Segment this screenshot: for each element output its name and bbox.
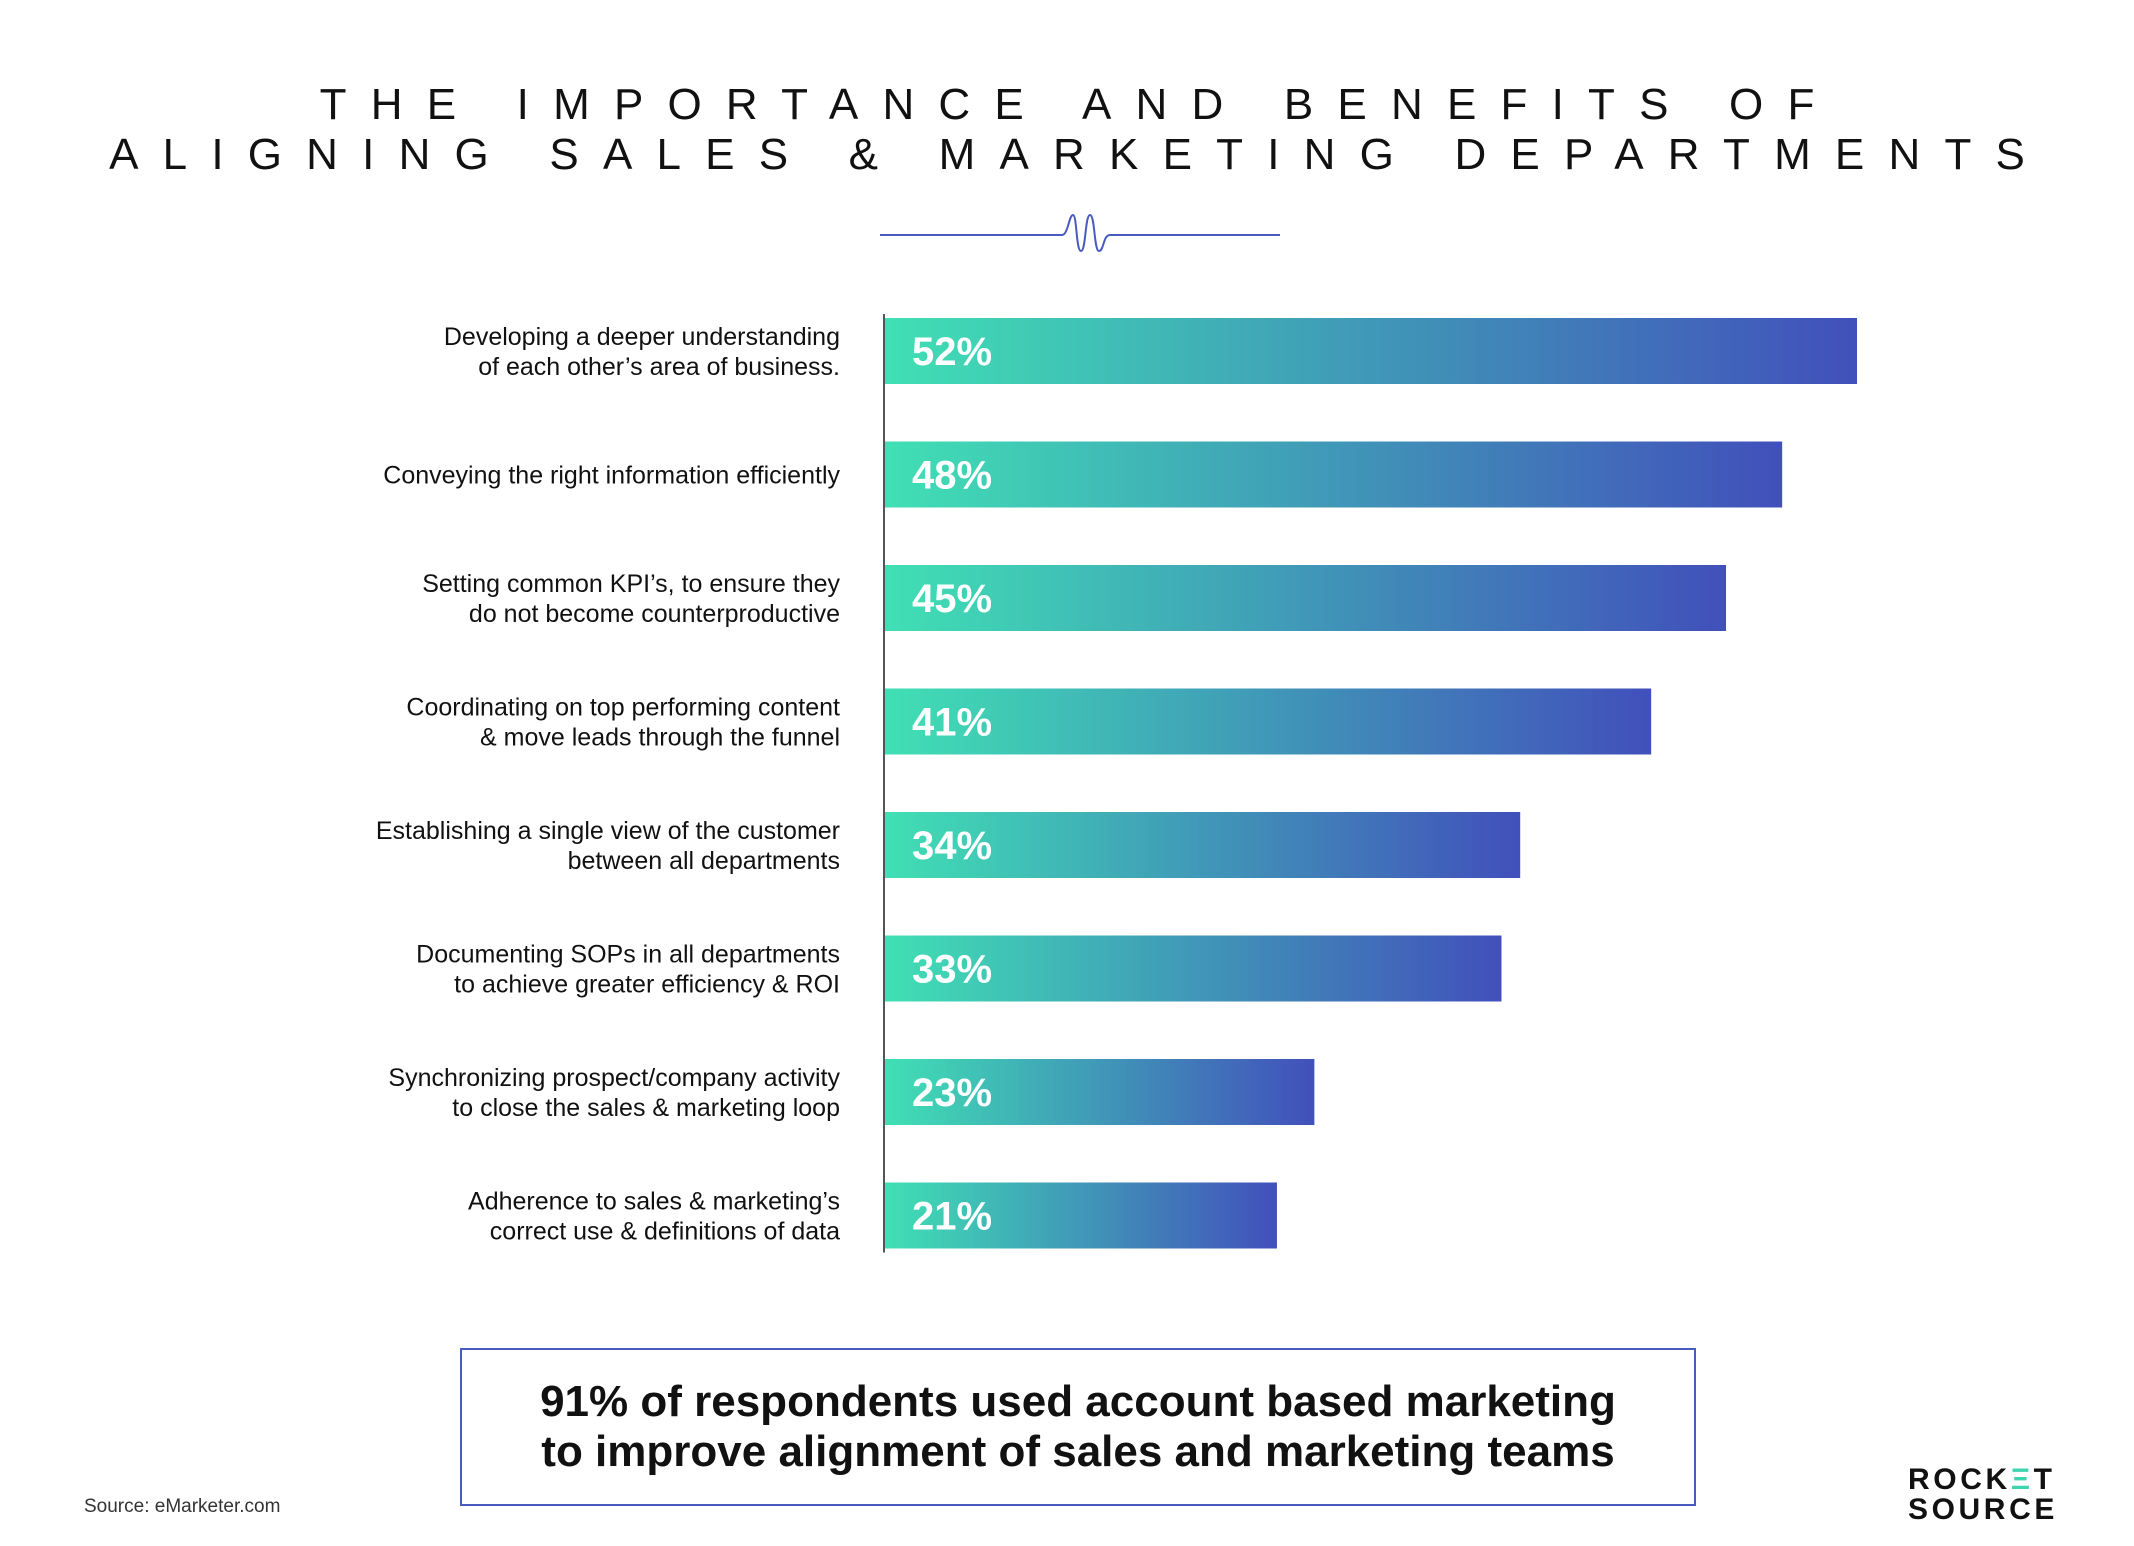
bar-1 [884,318,1857,384]
bar-2 [884,441,1783,508]
bar-3 [884,565,1727,631]
bar-value-label-8: 21% [912,1195,992,1239]
callout-box: 91% of respondents used account based ma… [460,1348,1696,1506]
category-label-6-line-2: to achieve greater efficiency & ROI [454,971,840,999]
category-label-4-line-1: Coordinating on top performing content [406,694,840,722]
bar-4 [884,688,1652,755]
category-label-5-line-1: Establishing a single view of the custom… [376,817,840,845]
logo-line-1: ROCKΞT [1908,1465,2058,1495]
category-label-5-line-2: between all departments [568,847,840,875]
logo-text-b: T [2033,1463,2056,1496]
callout-line-1: 91% of respondents used account based ma… [540,1377,1616,1426]
chart-title: THE IMPORTANCE AND BENEFITS OF ALIGNING … [0,80,2134,180]
category-label-1-line-1: Developing a deeper understanding [444,323,840,351]
logo-line-2: SOURCE [1908,1493,2058,1526]
category-label-4-line-2: & move leads through the funnel [480,724,840,752]
chart-title-line-2: ALIGNING SALES & MARKETING DEPARTMENTS [109,130,2050,179]
chart-title-line-1: THE IMPORTANCE AND BENEFITS OF [319,80,1839,129]
callout-line-2: to improve alignment of sales and market… [541,1427,1615,1476]
category-label-2-line-1: Conveying the right information efficien… [383,462,840,490]
bar-value-label-2: 48% [912,454,992,498]
category-label-1-line-2: of each other’s area of business. [478,353,840,381]
category-label-8-line-1: Adherence to sales & marketing’s [468,1188,840,1216]
bar-value-label-5: 34% [912,824,992,868]
bar-value-label-6: 33% [912,948,992,992]
category-label-3-line-2: do not become counterproductive [469,600,840,628]
bar-value-label-4: 41% [912,701,992,745]
source-note: Source: eMarketer.com [84,1496,281,1517]
bar-value-label-7: 23% [912,1071,992,1115]
callout-text: 91% of respondents used account based ma… [540,1377,1616,1477]
rocketsource-logo: ROCKΞT SOURCE [1908,1465,2058,1525]
category-label-8-line-2: correct use & definitions of data [490,1218,840,1246]
logo-accent-e: Ξ [2010,1463,2034,1496]
category-label-7-line-2: to close the sales & marketing loop [452,1094,840,1122]
category-label-3-line-1: Setting common KPI’s, to ensure they [422,570,840,598]
bar-5 [884,812,1521,878]
bar-7 [884,1059,1315,1125]
category-label-7-line-1: Synchronizing prospect/company activity [388,1064,840,1092]
wave-divider-icon [880,213,1280,253]
bar-8 [884,1182,1277,1249]
bar-value-label-1: 52% [912,330,992,374]
logo-text-a: ROCK [1908,1463,2011,1496]
bar-6 [884,935,1502,1002]
bar-value-label-3: 45% [912,577,992,621]
category-label-6-line-1: Documenting SOPs in all departments [416,941,840,969]
